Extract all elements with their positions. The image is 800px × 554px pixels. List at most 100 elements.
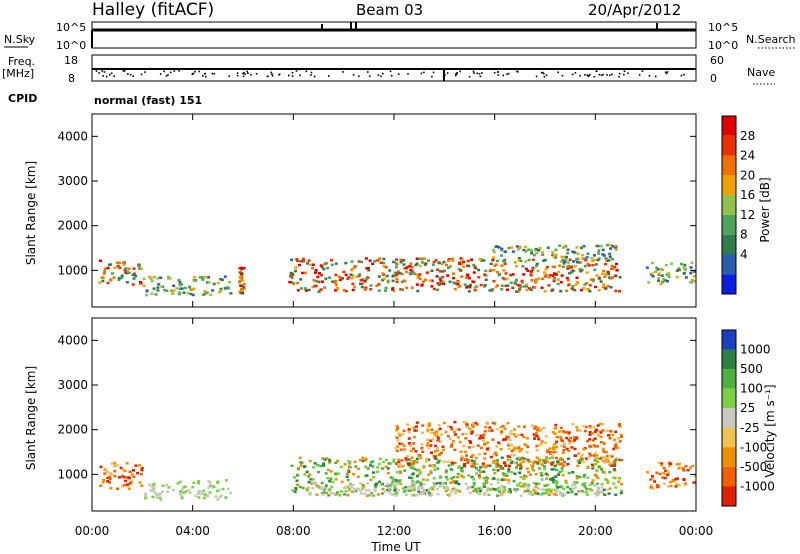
power-echo-cell xyxy=(615,269,619,272)
velocity-echo-cell xyxy=(669,462,673,466)
velocity-echo-cell xyxy=(322,462,326,465)
velocity-echo-cell xyxy=(430,493,434,496)
power-echo-cell xyxy=(156,286,160,289)
velocity-echo-cell xyxy=(602,450,606,453)
velocity-echo-cell xyxy=(179,493,183,496)
velocity-echo-cell xyxy=(619,491,623,495)
power-echo-cell xyxy=(392,260,396,264)
nave-point xyxy=(497,74,500,76)
velocity-echo-cell xyxy=(138,464,141,467)
power-echo-cell xyxy=(554,248,558,252)
velocity-echo-cell xyxy=(580,453,584,457)
power-echo-cell xyxy=(541,277,545,280)
velocity-echo-cell xyxy=(576,459,580,462)
velocity-echo-cell xyxy=(400,459,404,462)
power-echo-cell xyxy=(369,284,373,287)
velocity-echo-cell xyxy=(182,491,186,494)
velocity-echo-cell xyxy=(514,448,518,451)
velocity-echo-cell xyxy=(557,473,560,476)
velocity-echo-cell xyxy=(582,424,586,428)
date-title: 20/Apr/2012 xyxy=(588,1,681,19)
velocity-echo-cell xyxy=(412,447,415,450)
power-echo-cell xyxy=(450,257,454,261)
velocity-echo-cell xyxy=(513,453,516,457)
velocity-echo-cell xyxy=(593,457,597,460)
velocity-echo-cell xyxy=(532,469,535,472)
velocity-echo-cell xyxy=(549,452,552,455)
nave-point xyxy=(377,74,380,76)
power-echo-cell xyxy=(583,283,587,286)
velocity-echo-cell xyxy=(369,478,373,482)
velocity-echo-cell xyxy=(395,494,398,497)
power-echo-cell xyxy=(606,243,609,247)
velocity-echo-cell xyxy=(336,492,340,495)
power-echo-cell xyxy=(608,255,612,258)
power-echo-cell xyxy=(459,269,463,272)
velocity-echo-cell xyxy=(554,490,558,493)
velocity-echo-cell xyxy=(502,474,506,477)
power-echo-cell xyxy=(614,246,618,249)
velocity-echo-cell xyxy=(552,492,556,496)
velocity-echo-cell xyxy=(446,486,450,490)
velocity-echo-cell xyxy=(415,461,419,464)
velocity-echo-cell xyxy=(397,488,400,492)
velocity-echo-cell xyxy=(518,471,522,474)
velocity-echo-cell xyxy=(558,470,562,474)
velocity-echo-cell xyxy=(369,493,373,496)
velocity-echo-cell xyxy=(410,456,414,459)
power-echo-cell xyxy=(545,265,549,269)
velocity-echo-cell xyxy=(150,485,154,489)
power-echo-cell xyxy=(669,262,673,265)
velocity-echo-cell xyxy=(151,487,155,490)
nave-point xyxy=(271,73,273,75)
power-echo-cell xyxy=(477,276,481,279)
velocity-echo-cell xyxy=(313,462,317,465)
cpid-label: CPID xyxy=(8,92,37,105)
velocity-echo-cell xyxy=(388,491,392,494)
power-echo-cell xyxy=(137,264,141,268)
velocity-echo-cell xyxy=(216,480,220,483)
power-colorbar-swatch xyxy=(722,274,736,294)
velocity-echo-cell xyxy=(660,462,664,465)
velocity-echo-cell xyxy=(607,434,610,437)
velocity-echo-cell xyxy=(438,481,442,485)
velocity-echo-cell xyxy=(657,461,661,465)
nsearch-tick-bottom: 10^0 xyxy=(708,39,738,52)
power-echo-cell xyxy=(453,287,457,291)
velocity-echo-cell xyxy=(293,490,297,494)
velocity-echo-cell xyxy=(542,426,546,430)
velocity-echo-cell xyxy=(590,463,594,466)
velocity-echo-cell xyxy=(602,442,606,445)
velocity-echo-cell xyxy=(474,467,478,470)
velocity-echo-cell xyxy=(512,428,516,431)
velocity-echo-cell xyxy=(549,489,553,492)
velocity-echo-cell xyxy=(383,484,387,488)
velocity-echo-cell xyxy=(484,479,488,483)
power-echo-cell xyxy=(581,253,585,257)
power-echo-cell xyxy=(301,260,305,263)
velocity-echo-cell xyxy=(419,492,423,496)
velocity-echo-cell xyxy=(518,449,522,453)
power-echo-cell xyxy=(124,267,128,270)
velocity-echo-cell xyxy=(588,483,592,487)
velocity-echo-cell xyxy=(438,485,442,488)
power-echo-cell xyxy=(149,277,153,280)
velocity-echo-cell xyxy=(390,483,393,486)
velocity-echo-cell xyxy=(520,457,524,460)
velocity-echo-cell xyxy=(538,459,542,463)
velocity-colorbar-swatch xyxy=(722,408,736,428)
velocity-echo-cell xyxy=(427,422,431,425)
velocity-echo-cell xyxy=(507,468,511,471)
power-echo-cell xyxy=(537,249,541,252)
velocity-echo-cell xyxy=(465,425,469,428)
velocity-echo-cell xyxy=(403,489,407,493)
power-echo-cell xyxy=(597,249,601,252)
velocity-echo-cell xyxy=(532,488,536,492)
velocity-echo-cell xyxy=(595,494,599,497)
power-echo-cell xyxy=(618,290,622,293)
power-echo-cell xyxy=(581,257,585,260)
velocity-echo-cell xyxy=(545,488,549,491)
velocity-echo-cell xyxy=(475,433,479,437)
velocity-echo-cell xyxy=(655,471,659,475)
velocity-echo-cell xyxy=(203,493,207,496)
